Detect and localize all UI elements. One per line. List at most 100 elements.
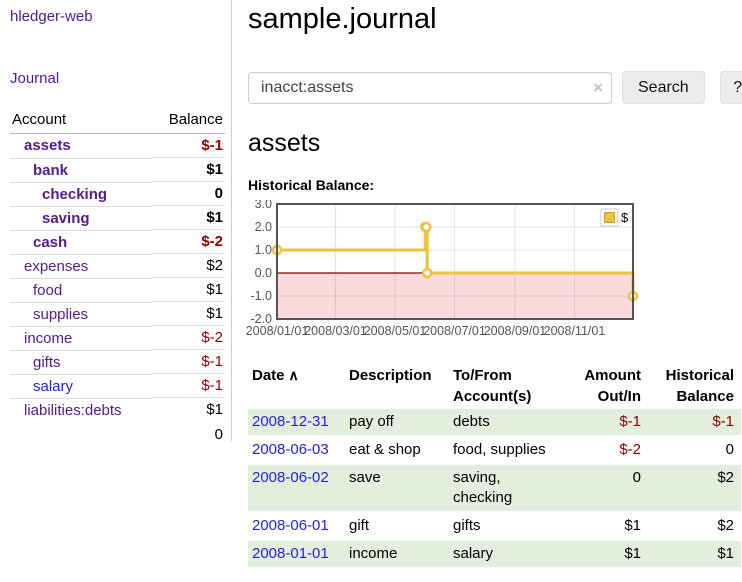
balance-column-header-register: Historical Balance <box>665 367 734 405</box>
transaction-amount: 0 <box>567 464 645 513</box>
transaction-description: eat & shop <box>345 436 449 465</box>
search-input[interactable] <box>248 71 612 104</box>
account-balance: $1 <box>152 205 225 230</box>
accounts-table-body: assets $-1 bank $1 checking 0 saving $1 … <box>10 134 225 422</box>
transaction-accounts: debts <box>449 409 567 437</box>
balance-column-header: Balance <box>152 107 225 134</box>
accounts-total-row: 0 <box>10 422 225 447</box>
account-row: assets $-1 <box>10 134 225 158</box>
svg-text:2008/07/01: 2008/07/01 <box>423 324 486 338</box>
page: hledger-web Journal Account Balance asse… <box>0 0 742 569</box>
svg-text:2008/01/01: 2008/01/01 <box>246 324 309 338</box>
main-content: sample.journal × Search ? assets Histori… <box>232 0 742 569</box>
svg-text:0.0: 0.0 <box>255 266 272 280</box>
transaction-accounts: gifts <box>449 512 567 541</box>
chart-container: $3.0 2.0 1.0 0.0 -1.0 -2.0 2008/01/01 2008/03/0… <box>240 197 742 345</box>
accounts-table: Account Balance assets $-1 bank $1 check… <box>10 107 225 447</box>
svg-text:2008/03/01: 2008/03/01 <box>304 324 367 338</box>
sort-ascending-icon: ∧ <box>288 367 299 383</box>
register-header-row: Date ∧ Description To/From Account(s) Amo… <box>248 363 741 409</box>
search-button[interactable]: Search <box>622 71 705 104</box>
account-link[interactable]: cash <box>33 233 68 251</box>
account-row: expenses $2 <box>10 253 225 278</box>
svg-text:2008/09/01: 2008/09/01 <box>484 324 547 338</box>
account-row: cash $-2 <box>10 229 225 254</box>
svg-text:$: $ <box>621 210 629 225</box>
accounts-header-row: Account Balance <box>10 107 225 134</box>
transaction-accounts: saving, checking <box>449 464 567 513</box>
register-row: 2008-06-03 eat & shop food, supplies $-2… <box>248 436 741 465</box>
account-link[interactable]: liabilities:debts <box>24 401 122 419</box>
account-balance: 0 <box>152 181 225 206</box>
account-balance: $1 <box>152 397 225 422</box>
svg-text:2008/11/01: 2008/11/01 <box>544 324 606 338</box>
account-link[interactable]: gifts <box>33 353 61 371</box>
register-table: Date ∧ Description To/From Account(s) Amo… <box>248 363 741 569</box>
svg-text:2.0: 2.0 <box>255 220 272 234</box>
account-balance: $-1 <box>201 137 223 154</box>
transaction-balance: 0 <box>645 436 741 465</box>
account-row: income $-2 <box>10 325 225 350</box>
account-link[interactable]: bank <box>33 161 69 179</box>
sidebar: hledger-web Journal Account Balance asse… <box>0 0 232 443</box>
transaction-balance: $-1 <box>645 409 741 437</box>
account-balance: $-1 <box>152 349 225 374</box>
transaction-description: save <box>345 464 449 513</box>
transaction-balance: $1 <box>645 540 741 569</box>
account-balance: $1 <box>152 277 225 302</box>
amount-column-header: Amount Out/In <box>584 367 641 405</box>
transaction-date-link[interactable]: 2008-06-01 <box>252 517 329 534</box>
account-link[interactable]: checking <box>42 185 108 203</box>
transaction-amount: $1 <box>567 512 645 541</box>
transaction-amount: $-1 <box>567 409 645 437</box>
account-link[interactable]: income <box>24 329 73 347</box>
account-link[interactable]: supplies <box>33 305 89 323</box>
account-row: checking 0 <box>10 181 225 206</box>
register-row: 2008-12-31 pay off debts $-1 $-1 <box>248 409 741 437</box>
sidebar-item-journal[interactable]: Journal <box>10 70 60 87</box>
account-link[interactable]: salary <box>33 377 74 395</box>
register-table-body: 2008-12-31 pay off debts $-1 $-1 2008-06… <box>248 409 741 569</box>
account-link[interactable]: expenses <box>24 257 89 275</box>
transaction-amount: $1 <box>567 540 645 569</box>
svg-text:-2.0: -2.0 <box>250 312 272 326</box>
account-row: liabilities:debts $1 <box>10 397 225 422</box>
account-balance: $-1 <box>152 373 225 398</box>
historical-balance-chart: $3.0 2.0 1.0 0.0 -1.0 -2.02008/01/012008/03/0… <box>246 197 639 338</box>
transaction-date-link[interactable]: 2008-12-31 <box>252 413 329 430</box>
description-column-header: Description <box>349 367 432 384</box>
transaction-date-link[interactable]: 2008-06-03 <box>252 441 329 458</box>
svg-text:2008/05/01: 2008/05/01 <box>364 324 427 338</box>
svg-text:-1.0: -1.0 <box>250 289 272 303</box>
register-row: 2008-01-01 income salary $1 $1 <box>248 540 741 569</box>
account-column-header: Account <box>10 107 153 134</box>
account-balance: $1 <box>152 157 225 182</box>
transaction-description: gift <box>345 512 449 541</box>
page-title: sample.journal <box>248 3 437 35</box>
clear-search-icon[interactable]: × <box>593 77 603 97</box>
transaction-balance: $2 <box>645 512 741 541</box>
account-row: saving $1 <box>10 205 225 230</box>
transaction-description: income <box>345 540 449 569</box>
account-row: supplies $1 <box>10 301 225 326</box>
transaction-date-link[interactable]: 2008-01-01 <box>252 545 329 562</box>
account-link[interactable]: saving <box>42 209 90 227</box>
account-balance: $2 <box>152 253 225 278</box>
account-heading: assets <box>248 129 321 157</box>
account-link[interactable]: assets <box>24 137 71 154</box>
register-row: 2008-06-01 gift gifts $1 $2 <box>248 512 741 541</box>
account-link[interactable]: food <box>33 281 63 299</box>
app-brand-link[interactable]: hledger-web <box>10 8 93 25</box>
date-column-header[interactable]: Date ∧ <box>252 367 299 384</box>
account-row: food $1 <box>10 277 225 302</box>
account-row: salary $-1 <box>10 373 225 398</box>
help-button[interactable]: ? <box>719 71 742 104</box>
chart-label: Historical Balance: <box>248 177 375 193</box>
accounts-total-balance: 0 <box>214 425 223 443</box>
spacer <box>10 422 152 447</box>
search-input-wrapper: × <box>248 71 612 104</box>
account-row: bank $1 <box>10 157 225 182</box>
transaction-date-link[interactable]: 2008-06-02 <box>252 469 329 486</box>
svg-text:3.0: 3.0 <box>255 200 272 211</box>
transaction-amount: $-2 <box>567 436 645 465</box>
